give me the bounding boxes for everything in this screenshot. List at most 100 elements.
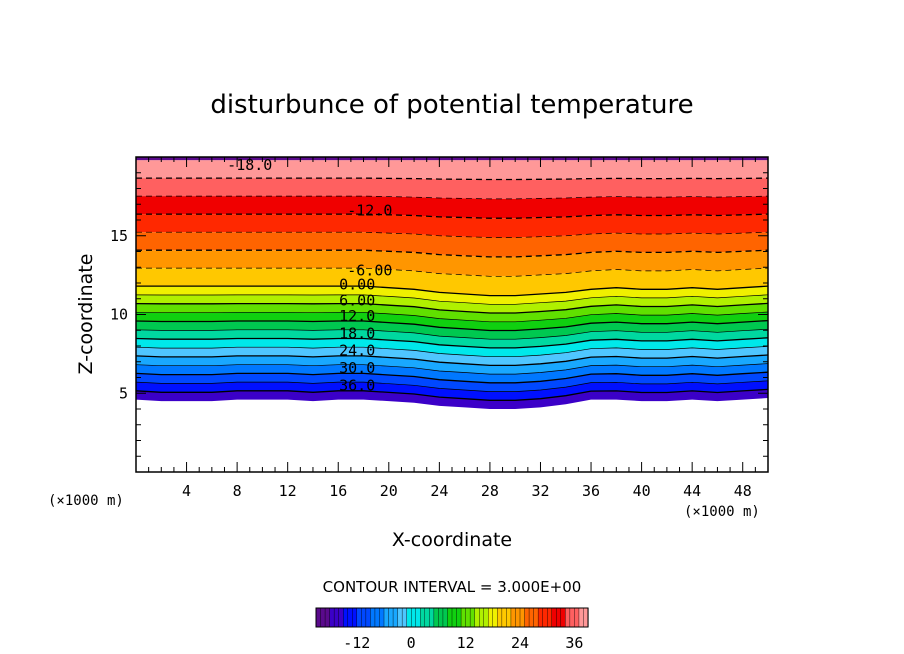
field-band bbox=[136, 389, 768, 409]
colorbar-cell bbox=[361, 607, 367, 628]
x-unit-label-right: (×1000 m) bbox=[684, 504, 760, 520]
chart-title: disturbunce of potential temperature bbox=[210, 90, 693, 120]
contour-line bbox=[136, 346, 768, 358]
colorbar-cell bbox=[515, 607, 521, 628]
colorbar-cell bbox=[383, 607, 390, 628]
x-axis-label: X-coordinate bbox=[392, 529, 512, 551]
x-tick-label: 4 bbox=[182, 482, 191, 500]
colorbar-cell bbox=[574, 607, 580, 628]
contour-line bbox=[136, 354, 768, 367]
colorbar-tick-label: 24 bbox=[511, 634, 529, 652]
contour-line bbox=[136, 267, 768, 277]
x-tick-label: 32 bbox=[531, 482, 549, 500]
y-tick-label: 10 bbox=[110, 306, 128, 324]
contour-label: 18.0 bbox=[339, 324, 375, 342]
colorbar-cell bbox=[560, 607, 566, 628]
colorbar-tick-label: 36 bbox=[565, 634, 583, 652]
field-band bbox=[136, 178, 768, 199]
colorbar-cell bbox=[578, 607, 585, 628]
y-axis-label: Z-coordinate bbox=[75, 254, 97, 375]
colorbar-cell bbox=[442, 607, 449, 628]
colorbar-cell bbox=[533, 607, 539, 628]
colorbar-cell bbox=[479, 607, 485, 628]
colorbar-cell bbox=[320, 607, 326, 628]
colorbar-cell bbox=[315, 607, 322, 628]
contour-line bbox=[136, 195, 768, 200]
field-band bbox=[136, 372, 768, 392]
contour-label: 24.0 bbox=[339, 342, 375, 360]
x-unit-label-left: (×1000 m) bbox=[48, 493, 124, 509]
x-tick-label: 16 bbox=[329, 482, 347, 500]
contour-line bbox=[136, 337, 768, 349]
field-band bbox=[136, 268, 768, 296]
x-tick-label: 44 bbox=[683, 482, 701, 500]
contour-line bbox=[136, 177, 768, 181]
colorbar-cell bbox=[365, 607, 372, 628]
field-band bbox=[136, 232, 768, 257]
field-band bbox=[136, 196, 768, 219]
field-band bbox=[136, 320, 768, 340]
field-band bbox=[136, 303, 768, 322]
x-tick-label: 48 bbox=[734, 482, 752, 500]
field-band bbox=[136, 160, 768, 180]
field-band bbox=[136, 337, 768, 357]
colorbar-cell bbox=[338, 607, 344, 628]
contour-line bbox=[136, 231, 768, 238]
colorbar-cell bbox=[424, 607, 430, 628]
colorbar-cell bbox=[352, 607, 358, 628]
colorbar-cell bbox=[569, 607, 575, 628]
colorbar-cell bbox=[433, 607, 440, 628]
y-tick-label: 5 bbox=[119, 384, 128, 402]
colorbar-cell bbox=[347, 607, 353, 628]
contour-line bbox=[136, 319, 768, 332]
contour-line bbox=[136, 311, 768, 323]
colorbar-cell bbox=[460, 607, 467, 628]
field-band bbox=[136, 329, 768, 348]
colorbar-cell bbox=[451, 607, 458, 628]
colorbar-tick-label: 0 bbox=[407, 634, 416, 652]
colorbar-cell bbox=[542, 607, 548, 628]
colorbar-cell bbox=[388, 607, 394, 628]
y-tick-label: 15 bbox=[110, 227, 128, 245]
contour-line bbox=[136, 294, 768, 305]
field-band bbox=[136, 346, 768, 366]
colorbar-cell bbox=[556, 607, 562, 628]
contour-field bbox=[136, 157, 768, 409]
colorbar-cell bbox=[329, 607, 335, 628]
colorbar-cell bbox=[465, 607, 471, 628]
colorbar-frame bbox=[315, 607, 589, 628]
colorbar-cell bbox=[406, 607, 412, 628]
contour-label: 30.0 bbox=[339, 359, 375, 377]
contour-lines bbox=[136, 177, 768, 401]
contour-label: -18.0 bbox=[227, 156, 272, 174]
x-tick-label: 28 bbox=[481, 482, 499, 500]
colorbar-cell bbox=[420, 607, 426, 628]
colorbar-cell bbox=[411, 607, 417, 628]
colorbar-cell bbox=[374, 607, 381, 628]
contour-label: 6.00 bbox=[339, 291, 375, 309]
colorbar-cell bbox=[528, 607, 535, 628]
colorbar-cell bbox=[401, 607, 408, 628]
contour-line bbox=[136, 302, 768, 314]
contour-labels: -18.0 -12.0 -6.000.006.0012.018.024.030.03… bbox=[227, 156, 392, 395]
x-tick-label: 20 bbox=[380, 482, 398, 500]
colorbar-cell bbox=[429, 607, 435, 628]
colorbar-cell bbox=[510, 607, 517, 628]
x-tick-label: 12 bbox=[279, 482, 297, 500]
colorbar-ticks: -12 0 12 24 36 bbox=[343, 634, 583, 652]
colorbar-tick-label: 12 bbox=[457, 634, 475, 652]
x-tick-label: 24 bbox=[430, 482, 448, 500]
colorbar-cell bbox=[497, 607, 503, 628]
colorbar-cell bbox=[547, 607, 553, 628]
colorbar bbox=[315, 607, 589, 628]
colorbar-cell bbox=[537, 607, 544, 628]
colorbar-cell bbox=[456, 607, 462, 628]
contour-line bbox=[136, 213, 768, 219]
y-axis-ticks: 5 10 15 bbox=[110, 172, 768, 457]
contour-label: 0.00 bbox=[339, 276, 375, 294]
contour-line bbox=[136, 363, 768, 375]
field-band bbox=[136, 312, 768, 331]
x-axis-ticks: 4 8 12 16 20 24 28 32 36 40 44 48 bbox=[148, 157, 756, 500]
contour-label: -12.0 bbox=[347, 202, 392, 220]
